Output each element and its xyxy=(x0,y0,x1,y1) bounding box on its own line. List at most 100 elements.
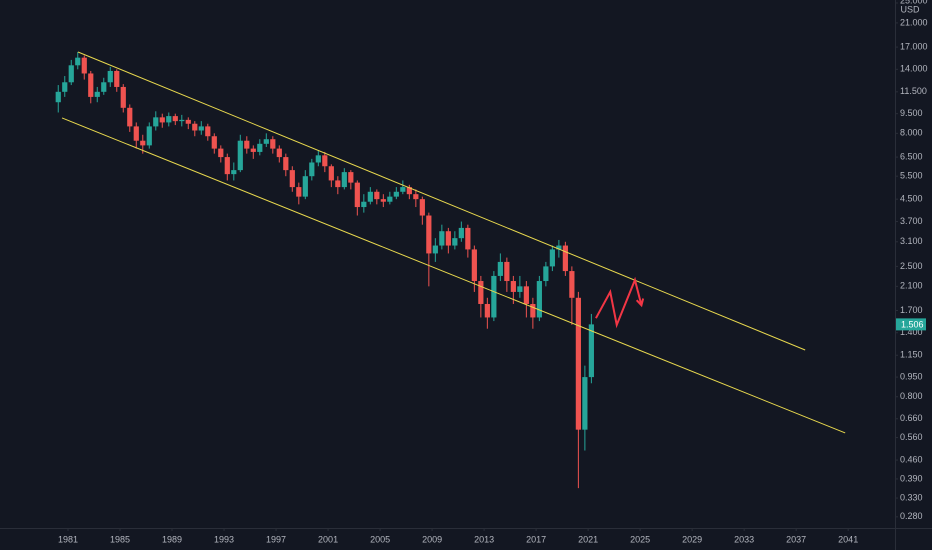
x-tick-label: 2041 xyxy=(838,534,858,544)
candle-body xyxy=(218,148,224,158)
candle-body xyxy=(172,116,178,122)
candle-body xyxy=(439,231,445,246)
last-price-box xyxy=(896,318,926,331)
candle-body xyxy=(153,117,159,127)
candle-body xyxy=(75,57,81,66)
candle-body xyxy=(510,281,516,292)
candle-body xyxy=(393,191,399,197)
y-tick-label: 0.330 xyxy=(900,492,923,502)
x-tick-label: 2033 xyxy=(734,534,754,544)
candle-body xyxy=(523,286,529,304)
candle-body xyxy=(491,275,497,318)
candle-body xyxy=(562,245,568,272)
candle-body xyxy=(94,91,100,97)
candle-body xyxy=(309,162,315,177)
candle-body xyxy=(406,187,412,195)
y-tick-label: 0.950 xyxy=(900,371,923,381)
y-tick-label: 0.460 xyxy=(900,454,923,464)
candle-body xyxy=(588,324,594,378)
candle-body xyxy=(575,297,581,430)
candle-body xyxy=(192,123,198,131)
candle-body xyxy=(68,65,74,83)
candle-body xyxy=(127,107,133,127)
candle-body xyxy=(315,155,321,163)
last-price-label: 1.506 xyxy=(901,319,924,329)
candle-body xyxy=(374,191,380,200)
candle-body xyxy=(517,286,523,292)
y-tick-label: 1.150 xyxy=(900,350,923,360)
candle-body xyxy=(185,119,191,124)
candle-body xyxy=(81,57,87,74)
candle-body xyxy=(263,139,269,144)
candle-body xyxy=(387,196,393,202)
x-tick-label: 1993 xyxy=(214,534,234,544)
y-tick-label: 5.500 xyxy=(900,171,923,181)
candle-body xyxy=(536,281,542,318)
x-tick-label: 2009 xyxy=(422,534,442,544)
candle-body xyxy=(582,377,588,430)
candle-body xyxy=(62,82,68,92)
currency: USD xyxy=(900,4,920,14)
candle-body xyxy=(289,170,295,188)
x-tick-label: 2037 xyxy=(786,534,806,544)
candle-body xyxy=(348,172,354,183)
y-tick-label: 3.700 xyxy=(900,216,923,226)
candle-body xyxy=(88,73,94,97)
y-tick-label: 11.500 xyxy=(900,86,927,96)
candle-body xyxy=(328,166,334,181)
y-tick-label: 8.000 xyxy=(900,128,923,138)
plot-area xyxy=(55,51,594,489)
candle-body xyxy=(224,157,230,175)
candle-body xyxy=(497,261,503,276)
projection-arrowhead xyxy=(635,298,645,308)
candle-body xyxy=(530,303,536,318)
y-tick-label: 6.500 xyxy=(900,151,923,161)
channel-line xyxy=(61,117,846,434)
y-tick-label: 2.100 xyxy=(900,281,923,291)
x-tick-label: 2017 xyxy=(526,534,546,544)
candle-body xyxy=(120,86,126,108)
candle-body xyxy=(354,182,360,208)
candle-body xyxy=(426,215,432,254)
x-tick-label: 1997 xyxy=(266,534,286,544)
candle-body xyxy=(146,126,152,146)
candle-body xyxy=(471,249,477,282)
candle-body xyxy=(478,281,484,304)
candle-body xyxy=(140,140,146,146)
candle-body xyxy=(101,82,107,92)
y-tick-label: 0.390 xyxy=(900,473,923,483)
candle-body xyxy=(244,140,250,149)
candle-body xyxy=(237,140,243,171)
candle-body xyxy=(445,231,451,246)
candle-body xyxy=(458,227,464,239)
candle-body xyxy=(133,126,139,141)
candle-body xyxy=(413,194,419,200)
y-tick-label: 0.660 xyxy=(900,413,923,423)
y-tick-label: 21.000 xyxy=(900,17,928,27)
y-tick-label: 14.000 xyxy=(900,64,928,74)
x-tick-label: 2005 xyxy=(370,534,390,544)
candle-body xyxy=(367,191,373,202)
y-tick-label: 17.000 xyxy=(900,41,928,51)
y-tick-label: 1.700 xyxy=(900,305,923,315)
candle-body xyxy=(335,180,341,188)
y-tick-label: 25.000 xyxy=(900,0,928,5)
candle-body xyxy=(257,143,263,152)
candle-body xyxy=(452,238,458,246)
candle-body xyxy=(556,245,562,250)
y-tick-label: 1.400 xyxy=(900,327,923,337)
candle-body xyxy=(211,136,217,149)
candle-body xyxy=(231,170,237,175)
x-tick-label: 2025 xyxy=(630,534,650,544)
x-tick-label: 1985 xyxy=(110,534,130,544)
candle-body xyxy=(198,126,204,131)
y-tick-label: 0.560 xyxy=(900,432,923,442)
x-tick-label: 2001 xyxy=(318,534,338,544)
candle-body xyxy=(380,199,386,202)
y-tick-label: 0.800 xyxy=(900,391,923,401)
candle-body xyxy=(114,70,120,87)
y-tick-label: 4.500 xyxy=(900,194,923,204)
y-tick-label: 3.100 xyxy=(900,236,923,246)
